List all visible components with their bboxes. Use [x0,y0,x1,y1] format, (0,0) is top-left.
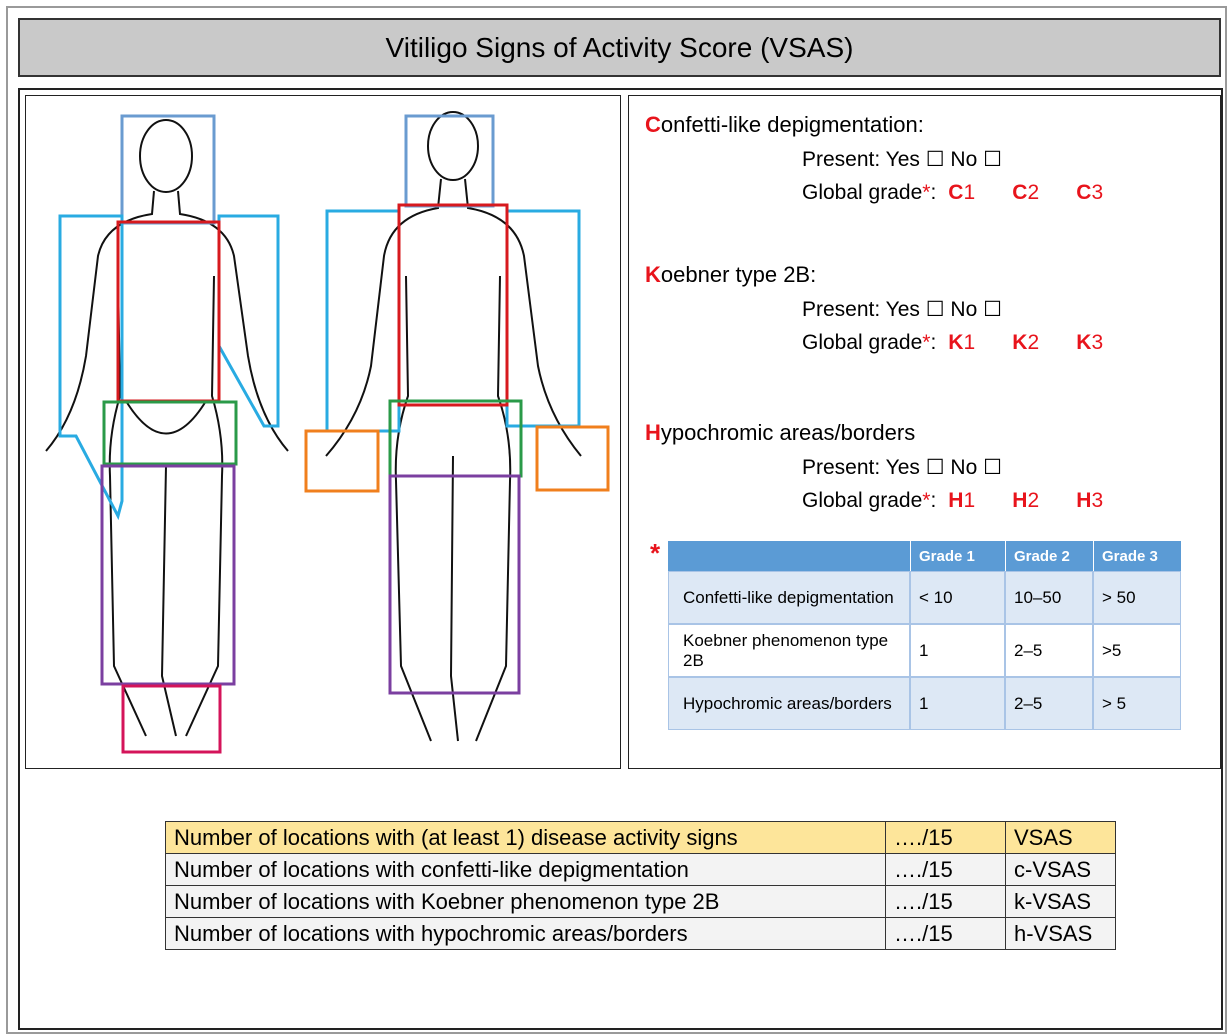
body-panel [25,95,621,769]
summary-cell: c-VSAS [1005,853,1116,886]
grade-option: H3 [1076,489,1140,513]
table-header-cell: Grade 3 [1093,541,1181,571]
grade-number: 3 [1091,489,1103,512]
grade-letter: C [1076,181,1091,204]
grade-colon: : [930,489,936,512]
table-cell: 1 [910,677,1005,730]
summary-cell: …./15 [885,853,1006,886]
grade-letter: H [1076,489,1091,512]
summary-cell: Number of locations with (at least 1) di… [165,821,886,854]
table-header-blank [668,541,910,571]
sign-heading-text: onfetti-like depigmentation: [661,112,924,137]
present-line: Present: Yes ☐ No ☐ [802,297,1002,322]
grade-option: H1 [948,489,1012,513]
grade-letter: C [948,181,963,204]
grade-option: H2 [1012,489,1076,513]
table-cell: 2–5 [1005,624,1093,677]
grade-colon: : [930,181,936,204]
sign-initial: K [645,262,661,287]
table-cell: > 5 [1093,677,1181,730]
summary-cell: …./15 [885,917,1006,950]
sign-initial: H [645,420,661,445]
grade-letter: K [1076,331,1091,354]
table-cell: Confetti-like depigmentation [668,571,910,624]
summary-cell: h-VSAS [1005,917,1116,950]
present-line: Present: Yes ☐ No ☐ [802,455,1002,480]
sign-heading-text: oebner type 2B: [661,262,816,287]
grade-label: Global grade [802,331,922,354]
grade-option: K1 [948,331,1012,355]
grade-number: 1 [963,489,975,512]
table-cell: Koebner phenomenon type 2B [668,624,910,677]
table-header-cell: Grade 2 [1005,541,1093,571]
grade-letter: H [1012,489,1027,512]
table-cell: Hypochromic areas/borders [668,677,910,730]
grade-number: 3 [1091,181,1103,204]
grade-number: 1 [963,331,975,354]
grade-letter: H [948,489,963,512]
table-cell: < 10 [910,571,1005,624]
sign-initial: C [645,112,661,137]
grade-label: Global grade [802,489,922,512]
grade-label: Global grade [802,181,922,204]
grade-letter: K [1012,331,1027,354]
grade-option: C2 [1012,181,1076,205]
grade-colon: : [930,331,936,354]
grade-letter: C [1012,181,1027,204]
summary-cell: VSAS [1005,821,1116,854]
summary-cell: Number of locations with confetti-like d… [165,853,886,886]
grade-option: K3 [1076,331,1140,355]
grade-number: 3 [1091,331,1103,354]
summary-cell: Number of locations with Koebner phenome… [165,885,886,918]
sign-heading: Confetti-like depigmentation: [645,112,924,138]
table-header-cell: Grade 1 [910,541,1005,571]
summary-cell: …./15 [885,885,1006,918]
sign-heading: Koebner type 2B: [645,262,816,288]
grade-number: 2 [1027,181,1039,204]
summary-cell: k-VSAS [1005,885,1116,918]
sign-heading: Hypochromic areas/borders [645,420,915,446]
page: Vitiligo Signs of Activity Score (VSAS) [0,0,1227,1034]
table-marker: * [650,538,660,569]
present-line: Present: Yes ☐ No ☐ [802,147,1002,172]
title: Vitiligo Signs of Activity Score (VSAS) [18,18,1221,77]
summary-cell: Number of locations with hypochromic are… [165,917,886,950]
table-cell: 1 [910,624,1005,677]
grade-number: 2 [1027,331,1039,354]
summary-cell: …./15 [885,821,1006,854]
table-cell: >5 [1093,624,1181,677]
grade-option: C3 [1076,181,1140,205]
grade-option: C1 [948,181,1012,205]
grade-number: 1 [963,181,975,204]
grade-number: 2 [1027,489,1039,512]
table-cell: > 50 [1093,571,1181,624]
grade-option: K2 [1012,331,1076,355]
table-cell: 10–50 [1005,571,1093,624]
grade-letter: K [948,331,963,354]
table-cell: 2–5 [1005,677,1093,730]
body-map [26,96,620,768]
sign-heading-text: ypochromic areas/borders [661,420,915,445]
